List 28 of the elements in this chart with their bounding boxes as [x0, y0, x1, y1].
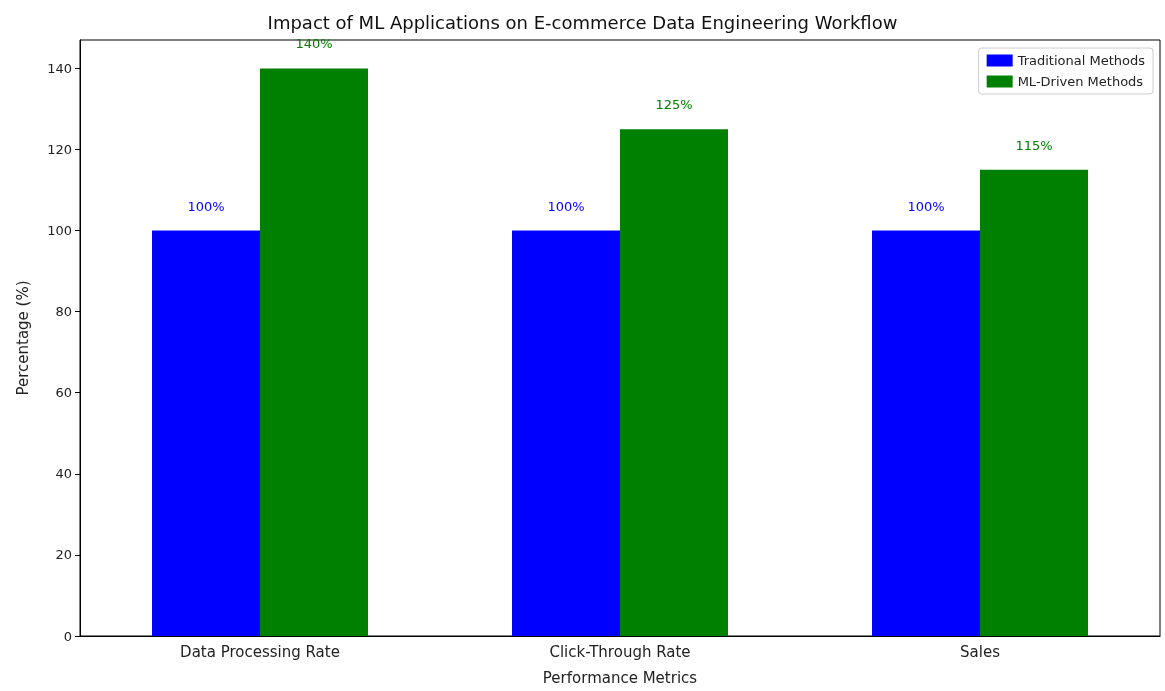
y-tick-label: 120 — [47, 141, 72, 157]
x-tick-label: Data Processing Rate — [180, 642, 340, 661]
x-axis-title: Performance Metrics — [542, 668, 698, 687]
x-tick-label: Sales — [960, 642, 1001, 661]
chart-title: Impact of ML Applications on E-commerce Data Engineering Workflow — [267, 11, 898, 33]
data-label: 115% — [1015, 137, 1053, 153]
bar — [872, 230, 980, 636]
bar — [980, 169, 1088, 636]
data-label: 125% — [655, 97, 693, 113]
y-tick-label: 0 — [63, 628, 72, 644]
legend-label: Traditional Methods — [1016, 53, 1146, 68]
y-tick-label: 140 — [47, 60, 72, 76]
bar — [260, 68, 368, 636]
y-tick-label: 40 — [55, 466, 72, 482]
y-tick-label: 60 — [55, 385, 72, 401]
y-axis-title: Percentage (%) — [13, 280, 32, 396]
bar — [620, 129, 728, 636]
bar — [512, 230, 620, 636]
data-label: 100% — [907, 198, 945, 214]
data-label: 100% — [187, 198, 225, 214]
y-tick-label: 100 — [47, 223, 72, 239]
data-label: 100% — [547, 198, 585, 214]
y-tick-label: 80 — [55, 304, 72, 320]
x-tick-label: Click-Through Rate — [549, 642, 691, 661]
legend-label: ML-Driven Methods — [1017, 74, 1144, 89]
data-label: 140% — [295, 36, 333, 52]
y-tick-label: 20 — [55, 547, 72, 563]
bar — [152, 230, 260, 636]
